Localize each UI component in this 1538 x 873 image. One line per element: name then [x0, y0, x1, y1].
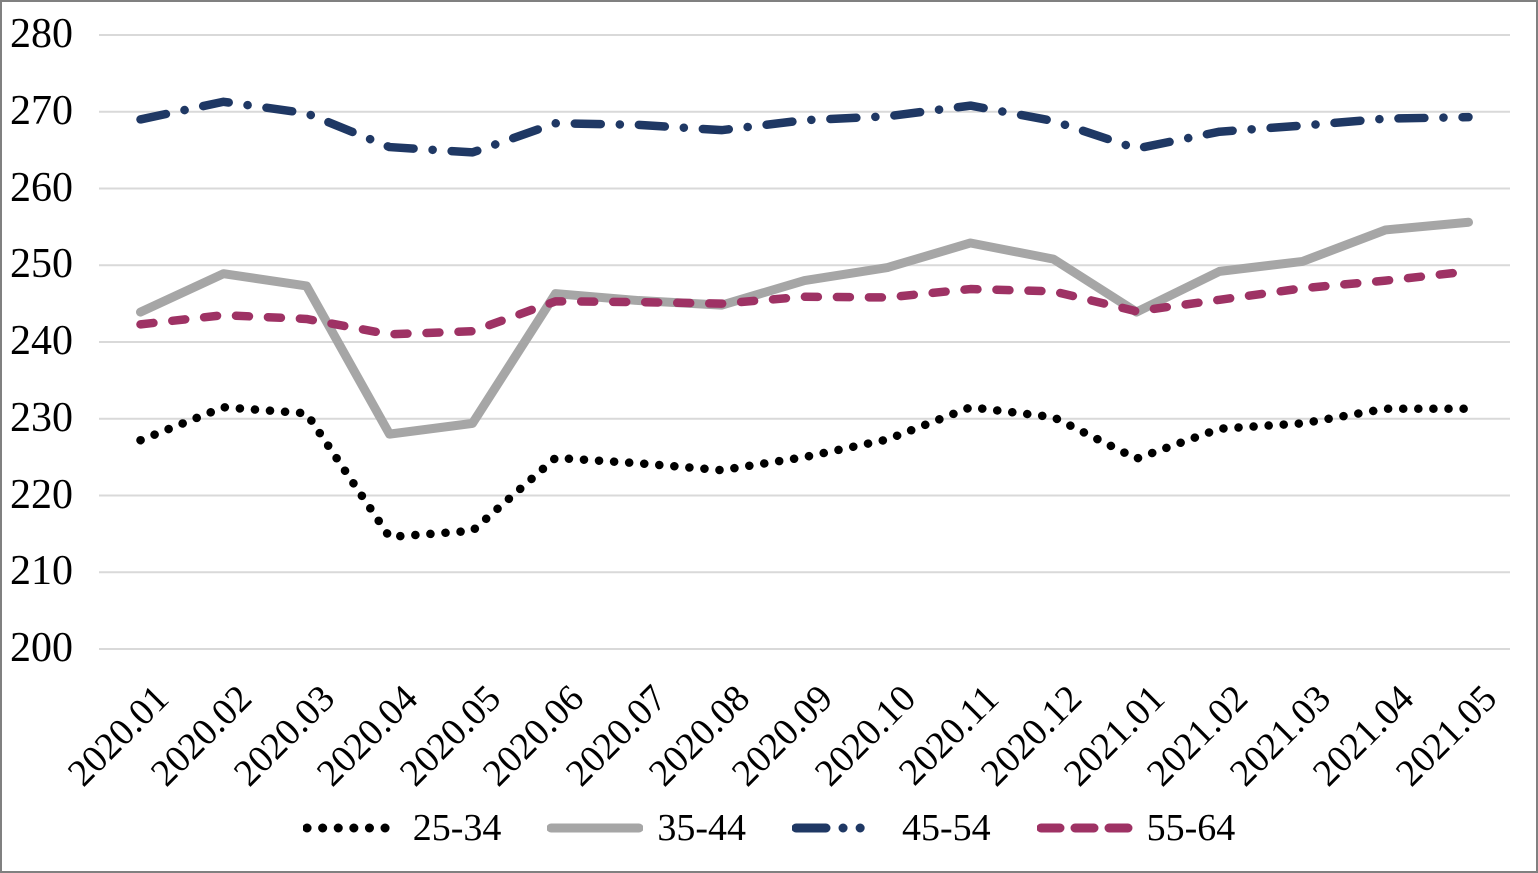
legend-solid-line-icon: [547, 823, 644, 833]
y-tick-label: 280: [10, 11, 73, 57]
legend-dashed-line-icon: [1036, 823, 1133, 833]
legend-label: 35-44: [657, 807, 746, 849]
legend-label: 25-34: [412, 807, 502, 849]
chart-legend: 25-34 35-44 45-54 55-64: [2, 808, 1536, 848]
series-line-45-54: [136, 97, 1473, 157]
legend-label: 55-64: [1146, 807, 1236, 849]
series-line-25-34: [136, 402, 1473, 542]
y-tick-label: 230: [10, 394, 73, 441]
y-tick-label: 220: [10, 471, 73, 518]
legend-dotted-line-icon: [302, 823, 399, 833]
legend-item-55-64: 55-64: [1036, 807, 1236, 849]
legend-item-35-44: 35-44: [547, 808, 746, 848]
y-tick-label: 210: [10, 548, 73, 595]
legend-label: 45-54: [902, 807, 991, 849]
y-tick-label: 260: [10, 164, 73, 211]
y-tick-label: 250: [10, 241, 73, 288]
y-tick-label: 270: [10, 87, 73, 134]
legend-dash-dot-line-icon: [792, 823, 888, 833]
legend-item-25-34: 25-34: [302, 807, 502, 849]
series-line-35-44: [136, 217, 1473, 439]
y-tick-label: 240: [10, 318, 73, 364]
y-tick-label: 200: [10, 625, 73, 671]
legend-item-45-54: 45-54: [792, 808, 991, 848]
series-line-55-64: [136, 267, 1473, 339]
